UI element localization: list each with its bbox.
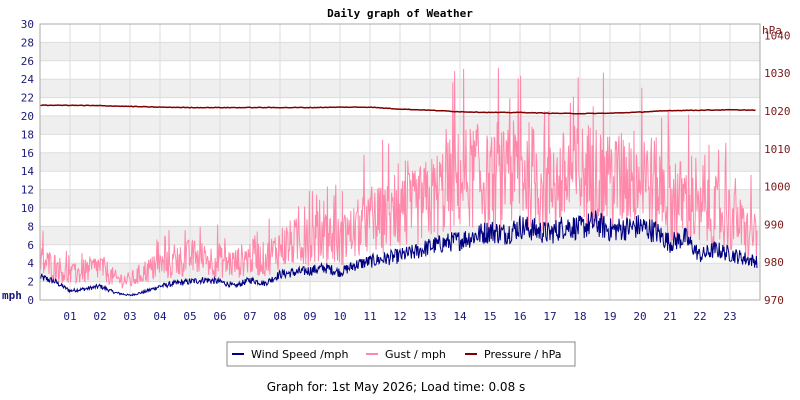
x-tick-label: 04 (153, 310, 167, 323)
x-tick-label: 21 (663, 310, 676, 323)
y-right-tick-label: 970 (764, 294, 784, 307)
x-tick-label: 05 (183, 310, 196, 323)
x-tick-label: 18 (573, 310, 586, 323)
legend: Wind Speed /mph Gust / mph Pressure / hP… (226, 341, 576, 367)
y-left-tick-label: 4 (27, 257, 34, 270)
y-right-tick-label: 1000 (764, 181, 791, 194)
y-right-tick-label: 990 (764, 218, 784, 231)
series-layer (39, 67, 758, 297)
y-right-tick-label: 980 (764, 256, 784, 269)
x-tick-label: 23 (723, 310, 736, 323)
y-left-tick-label: 30 (21, 18, 34, 31)
y-left-tick-label: 8 (27, 220, 34, 233)
plot-border (39, 23, 761, 301)
x-tick-label: 13 (423, 310, 436, 323)
x-tick-label: 03 (123, 310, 136, 323)
x-tick-label: 17 (543, 310, 556, 323)
y-right-tick-label: 1020 (764, 105, 791, 118)
axes (39, 23, 761, 301)
y-right-tick-label: 1030 (764, 67, 791, 80)
legend-label-wind: Wind Speed /mph (251, 348, 349, 361)
x-tick-label: 08 (273, 310, 286, 323)
y-left-tick-label: 16 (21, 147, 34, 160)
y-right-axis-label: hPa (762, 24, 782, 37)
x-tick-label: 01 (63, 310, 76, 323)
x-tick-label: 15 (483, 310, 496, 323)
x-tick-label: 20 (633, 310, 646, 323)
legend-label-pressure: Pressure / hPa (484, 348, 562, 361)
y-left-tick-label: 22 (21, 92, 34, 105)
footer-text: Graph for: 1st May 2026; Load time: 0.08… (267, 380, 526, 394)
x-tick-label: 10 (333, 310, 346, 323)
pressure-line (39, 104, 756, 115)
wind-speed-line (39, 210, 758, 297)
x-tick-label: 11 (363, 310, 376, 323)
x-tick-label: 14 (453, 310, 467, 323)
legend-box (226, 341, 576, 367)
y-left-tick-label: 10 (21, 202, 34, 215)
x-tick-label: 19 (603, 310, 616, 323)
y-right-tick-label: 1040 (764, 29, 791, 42)
y-left-tick-label: 12 (21, 184, 34, 197)
chart-title: Daily graph of Weather (327, 7, 473, 20)
y-left-tick-label: 18 (21, 128, 34, 141)
x-tick-label: 22 (693, 310, 706, 323)
y-left-tick-label: 20 (21, 110, 34, 123)
legend-label-gust: Gust / mph (385, 348, 446, 361)
y-left-tick-label: 24 (21, 73, 35, 86)
y-right-tick-label: 1010 (764, 143, 791, 156)
y-left-tick-label: 2 (27, 276, 34, 289)
tick-labels: 0246810121416182022242628309709809901000… (21, 18, 791, 323)
y-left-tick-label: 28 (21, 36, 34, 49)
x-tick-label: 02 (93, 310, 106, 323)
y-left-tick-label: 0 (27, 294, 34, 307)
y-left-tick-label: 6 (27, 239, 34, 252)
x-tick-label: 09 (303, 310, 316, 323)
gust-line (39, 67, 758, 289)
x-tick-label: 16 (513, 310, 526, 323)
x-tick-label: 07 (243, 310, 256, 323)
y-left-axis-label: mph (2, 289, 22, 302)
y-left-tick-label: 26 (21, 55, 34, 68)
y-left-tick-label: 14 (21, 165, 35, 178)
x-tick-label: 06 (213, 310, 226, 323)
x-tick-label: 12 (393, 310, 406, 323)
